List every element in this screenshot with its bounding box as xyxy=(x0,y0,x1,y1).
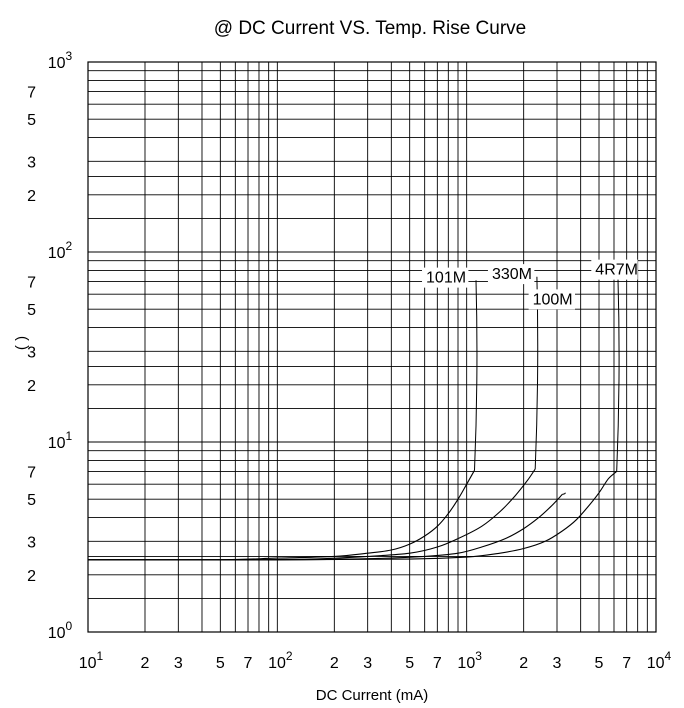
y-tick-label: 101 xyxy=(48,429,73,452)
x-tick-label: 3 xyxy=(174,655,183,672)
x-tick-label: 7 xyxy=(433,655,442,672)
y-tick-label: 7 xyxy=(27,274,36,291)
gridlines xyxy=(88,62,656,632)
x-tick-label: 2 xyxy=(330,655,339,672)
y-tick-label: 5 xyxy=(27,112,36,129)
y-tick-label: 5 xyxy=(27,302,36,319)
y-tick-label: 100 xyxy=(48,619,73,642)
series-label-backdrop xyxy=(528,289,576,310)
plot-frame xyxy=(87,61,657,633)
x-tick-label: 3 xyxy=(553,655,562,672)
series-leader-101m xyxy=(474,280,478,471)
x-tick-label: 103 xyxy=(457,649,482,672)
series-label-backdrop xyxy=(591,259,638,280)
chart-title: @ DC Current VS. Temp. Rise Curve xyxy=(214,18,526,39)
x-tick-label: 7 xyxy=(244,655,253,672)
y-tick-label: 2 xyxy=(27,568,36,585)
series-label-backdrop xyxy=(422,267,469,288)
x-axis-label: DC Current (mA) xyxy=(316,687,429,704)
y-tick-label: 7 xyxy=(27,84,36,101)
y-tick-label: 3 xyxy=(27,534,36,551)
series-label-4r7m: 4R7M xyxy=(595,262,638,279)
y-tick-label: 3 xyxy=(27,344,36,361)
series-label-101m: 101M xyxy=(426,270,466,287)
x-tick-label: 7 xyxy=(622,655,631,672)
series-leader-4r7m xyxy=(616,279,620,472)
series-label-100m: 100M xyxy=(533,291,573,308)
x-tick-label: 104 xyxy=(647,649,672,672)
series-line-101m xyxy=(87,470,475,561)
x-tick-label: 2 xyxy=(141,655,150,672)
series-label-330m: 330M xyxy=(492,266,532,283)
y-tick-label: 5 xyxy=(27,492,36,509)
y-tick-label: 2 xyxy=(27,378,36,395)
x-tick-label: 5 xyxy=(595,655,604,672)
series-leader-100m xyxy=(562,492,566,495)
series-line-100m xyxy=(87,494,563,561)
y-axis-label: ( ) xyxy=(13,336,30,350)
x-tick-label: 3 xyxy=(363,655,372,672)
x-tick-label: 5 xyxy=(405,655,414,672)
x-tick-label: 2 xyxy=(519,655,528,672)
series-line-4r7m xyxy=(87,470,618,561)
y-tick-labels: 100 2 3 5 7 101 2 3 5 7 102 2 3 5 7 103 xyxy=(27,49,72,642)
x-tick-labels: 101 2 3 5 7 102 2 3 5 7 103 2 3 5 7 104 xyxy=(79,649,672,672)
y-tick-label: 2 xyxy=(27,188,36,205)
y-tick-label: 103 xyxy=(48,49,73,72)
x-tick-label: 101 xyxy=(79,649,104,672)
y-tick-label: 7 xyxy=(27,464,36,481)
x-tick-label: 102 xyxy=(268,649,293,672)
y-tick-label: 102 xyxy=(48,239,73,262)
series-label-backdrop xyxy=(487,264,535,285)
x-tick-label: 5 xyxy=(216,655,225,672)
y-tick-label: 3 xyxy=(27,154,36,171)
